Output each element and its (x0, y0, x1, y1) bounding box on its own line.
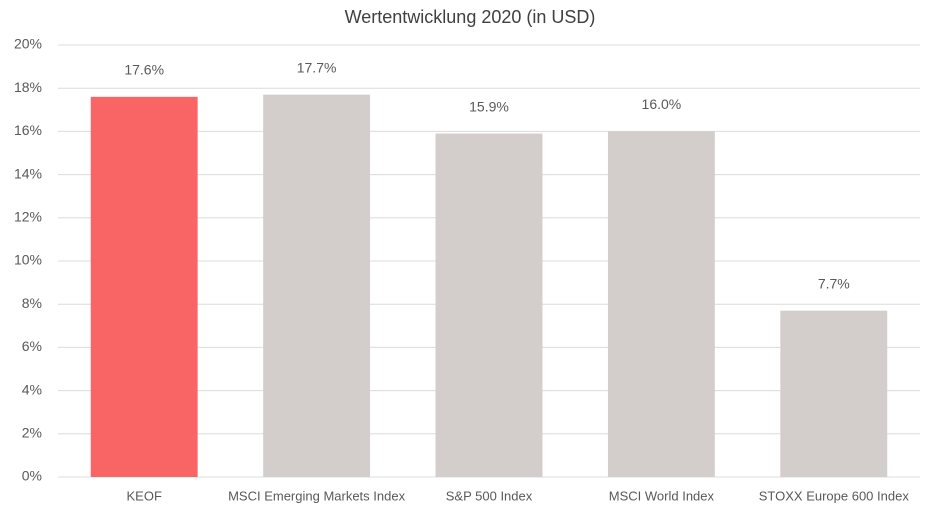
y-tick-label: 2% (22, 425, 42, 441)
y-tick-label: 12% (14, 209, 42, 225)
value-label: 7.7% (818, 275, 850, 291)
y-tick-label: 4% (22, 381, 42, 397)
y-tick-label: 0% (22, 468, 42, 484)
x-tick-label: MSCI Emerging Markets Index (228, 488, 406, 503)
y-tick-label: 20% (14, 36, 42, 52)
x-tick-label: STOXX Europe 600 Index (759, 488, 910, 503)
bar (607, 131, 715, 477)
chart-title: Wertentwicklung 2020 (in USD) (345, 7, 596, 27)
x-tick-label: MSCI World Index (609, 488, 715, 503)
y-tick-label: 14% (14, 165, 42, 181)
y-tick-label: 10% (14, 252, 42, 268)
value-label: 16.0% (642, 96, 682, 112)
bar (435, 133, 543, 477)
x-tick-label: KEOF (126, 488, 161, 503)
bar (263, 94, 371, 478)
value-label: 15.9% (469, 98, 509, 114)
y-tick-label: 18% (14, 79, 42, 95)
bar (90, 96, 198, 477)
x-tick-label: S&P 500 Index (446, 488, 533, 503)
value-label: 17.6% (124, 62, 164, 78)
bar (780, 310, 888, 477)
value-label: 17.7% (297, 59, 337, 75)
y-tick-label: 6% (22, 338, 42, 354)
y-tick-label: 16% (14, 122, 42, 138)
y-tick-label: 8% (22, 295, 42, 311)
